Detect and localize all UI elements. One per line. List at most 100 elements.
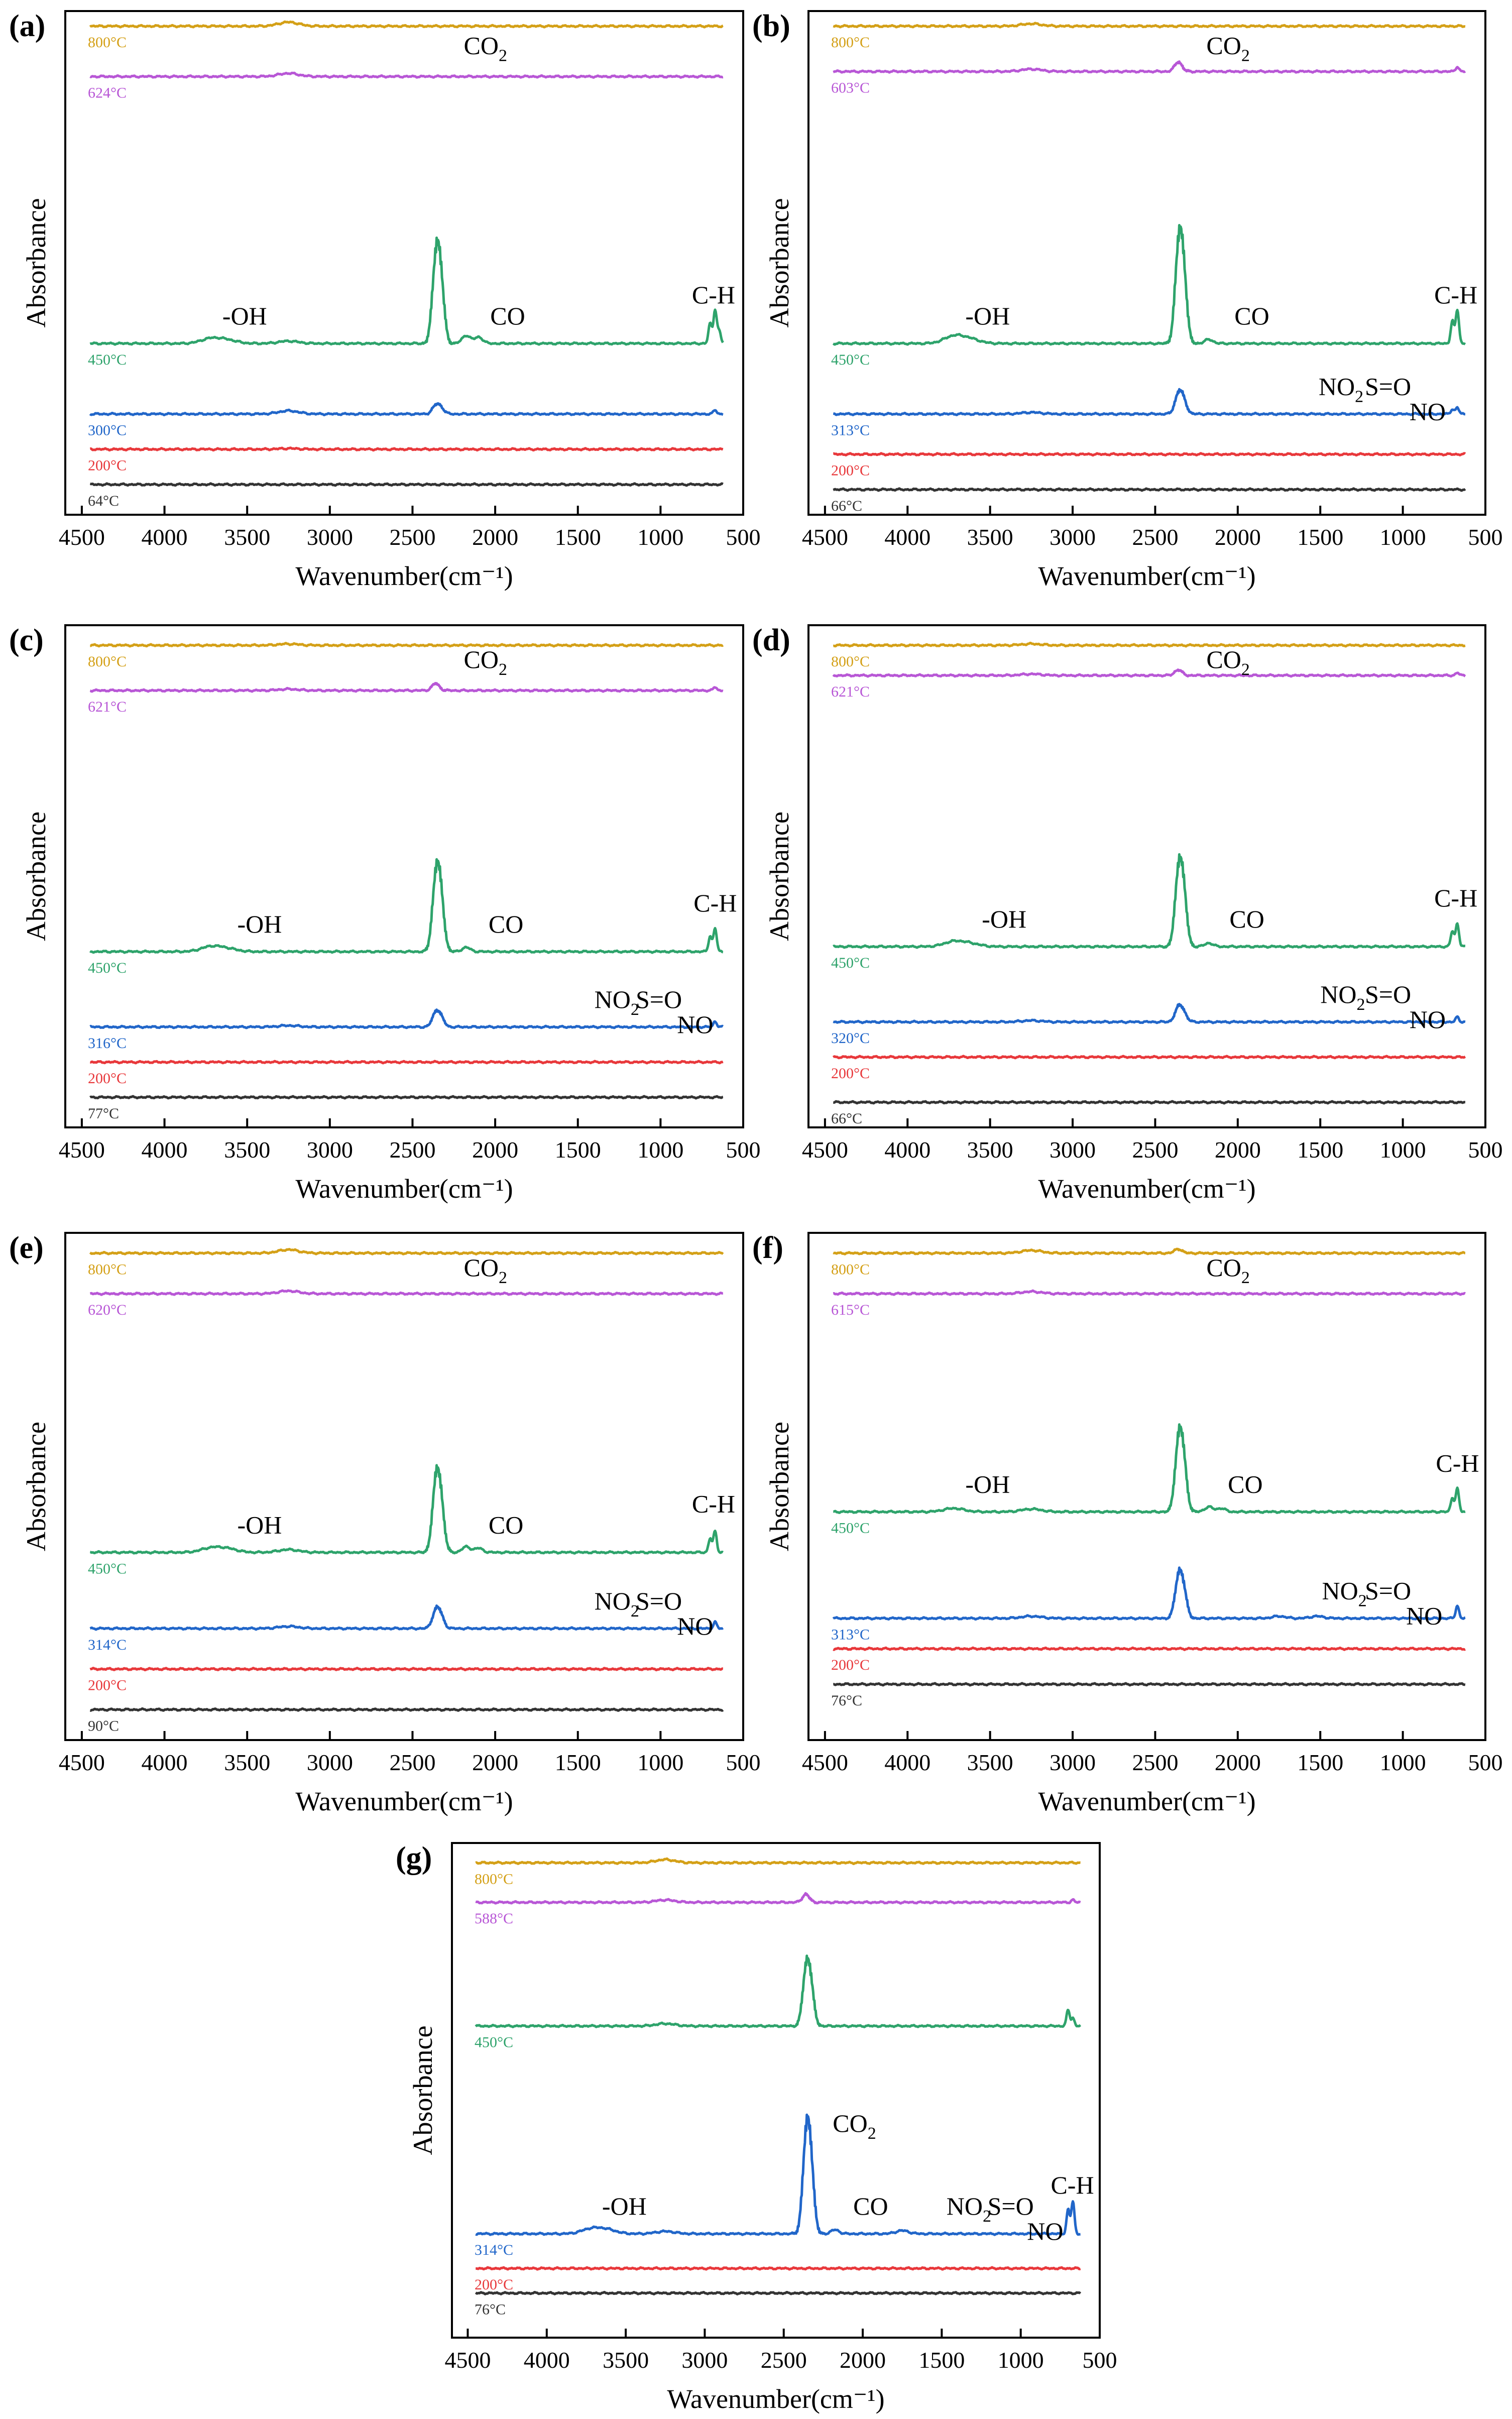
x-tick-label: 4000	[142, 524, 188, 550]
peak-label: -OH	[602, 2192, 647, 2220]
temperature-label: 603°C	[831, 79, 870, 96]
peak-label: C-H	[693, 889, 737, 917]
x-tick-label: 4000	[142, 1750, 188, 1775]
temperature-label: 450°C	[831, 955, 870, 971]
peak-label: CO	[1234, 302, 1269, 330]
trace-200C	[475, 2266, 1081, 2271]
peak-label: C-H	[1434, 884, 1477, 912]
trace-66C	[833, 487, 1466, 492]
temperature-label: 800°C	[88, 34, 127, 51]
temperature-label: 624°C	[88, 84, 127, 101]
x-tick-label: 2000	[1215, 1137, 1261, 1163]
temperature-label: 800°C	[88, 653, 127, 670]
panel-label: (d)	[752, 623, 790, 657]
peak-label: S=O	[636, 1587, 682, 1615]
trace-320C	[833, 1003, 1466, 1024]
x-tick-label: 3000	[307, 1750, 353, 1775]
x-tick-label: 1000	[1380, 1750, 1426, 1775]
peak-label: CO2	[464, 31, 507, 65]
trace-313C	[832, 1566, 1466, 1621]
x-tick-label: 2500	[761, 2347, 807, 2373]
trace-450C	[832, 224, 1466, 346]
trace-314C	[89, 1604, 724, 1631]
temperature-label: 76°C	[831, 1692, 862, 1709]
peak-label: -OH	[965, 302, 1010, 330]
x-tick-label: 2500	[389, 1137, 435, 1163]
temperature-label: 200°C	[831, 463, 870, 479]
x-tick-label: 1500	[1297, 524, 1343, 550]
trace-66C	[833, 1100, 1466, 1105]
x-axis-title: Wavenumber(cm⁻¹)	[295, 1786, 513, 1816]
trace-800C	[89, 1248, 724, 1255]
temperature-label: 90°C	[88, 1717, 119, 1734]
x-tick-label: 2000	[1215, 524, 1261, 550]
x-tick-label: 1500	[555, 1137, 601, 1163]
temperature-label: 620°C	[88, 1302, 127, 1318]
trace-90C	[89, 1707, 724, 1712]
temperature-label: 621°C	[88, 699, 127, 715]
temperature-label: 313°C	[831, 422, 870, 438]
temperature-label: 200°C	[475, 2276, 513, 2293]
peak-label: CO2	[1206, 31, 1249, 65]
peak-label: C-H	[1051, 2171, 1094, 2199]
x-tick-label: 3000	[307, 524, 353, 550]
x-tick-label: 1000	[637, 1750, 683, 1775]
temperature-label: 588°C	[475, 1910, 513, 1927]
x-tick-label: 4500	[802, 524, 848, 550]
x-axis-title: Wavenumber(cm⁻¹)	[667, 2384, 884, 2414]
x-tick-label: 2500	[389, 1750, 435, 1775]
x-tick-label: 500	[726, 524, 761, 550]
peak-label: S=O	[1365, 372, 1411, 400]
peak-label: CO	[1228, 1470, 1262, 1499]
trace-200C	[89, 446, 724, 452]
x-tick-label: 2500	[389, 524, 435, 550]
x-tick-label: 1000	[1380, 524, 1426, 550]
trace-450C	[833, 1423, 1466, 1514]
trace-800C	[833, 22, 1466, 29]
x-tick-label: 3500	[967, 1137, 1013, 1163]
temperature-label: 800°C	[831, 1261, 870, 1278]
trace-588C	[475, 1892, 1081, 1905]
plot-frame	[64, 624, 744, 1128]
trace-313C	[833, 388, 1466, 416]
panel-a: (a) 4500 4000 3500 3000 2500 2000 1500 1000 500 Wa…	[9, 9, 761, 591]
peak-label: NO2	[1320, 980, 1365, 1014]
temperature-label: 450°C	[831, 352, 870, 368]
y-axis-title: Absorbance	[764, 812, 794, 941]
peak-label: NO2	[595, 985, 639, 1019]
temperature-label: 200°C	[88, 457, 127, 474]
peak-label: NO	[1027, 2217, 1063, 2245]
trace-800C	[833, 641, 1466, 648]
x-axis-title: Wavenumber(cm⁻¹)	[1038, 1174, 1255, 1204]
trace-800C	[833, 1247, 1466, 1255]
panel-b: (b) 4500 4000 3500 3000 2500 2000 1500 1000 500 Wa…	[752, 9, 1503, 591]
peak-label: NO2	[947, 2192, 991, 2226]
panel-g: (g) 4500 4000 3500 3000 2500 2000 1500 1000 500 Wa…	[396, 1841, 1117, 2414]
x-tick-label: 3500	[967, 524, 1013, 550]
trace-200C	[89, 1667, 724, 1672]
x-tick-label: 1500	[555, 1750, 601, 1775]
plot-frame	[451, 1842, 1101, 2339]
trace-450C	[89, 1464, 724, 1555]
peak-label: CO	[853, 2192, 888, 2220]
x-tick-label: 4500	[59, 524, 105, 550]
peak-label: -OH	[237, 910, 282, 938]
x-tick-label: 4000	[884, 1750, 931, 1775]
x-axis-title: Wavenumber(cm⁻¹)	[295, 1174, 513, 1204]
x-tick-label: 3000	[681, 2347, 728, 2373]
temperature-label: 800°C	[88, 1261, 127, 1278]
temperature-label: 450°C	[831, 1520, 870, 1537]
temperature-label: 76°C	[475, 2301, 506, 2318]
x-tick-label: 4500	[802, 1137, 848, 1163]
x-tick-label: 1500	[918, 2347, 965, 2373]
x-tick-label: 500	[726, 1750, 761, 1775]
panel-label: (b)	[752, 9, 790, 43]
x-tick-label: 4000	[884, 1137, 931, 1163]
x-tick-label: 1000	[1380, 1137, 1426, 1163]
temperature-label: 800°C	[475, 1871, 513, 1887]
plot-frame	[807, 1232, 1486, 1741]
x-tick-label: 1500	[1297, 1137, 1343, 1163]
temperature-label: 800°C	[831, 34, 870, 51]
trace-200C	[833, 452, 1466, 457]
